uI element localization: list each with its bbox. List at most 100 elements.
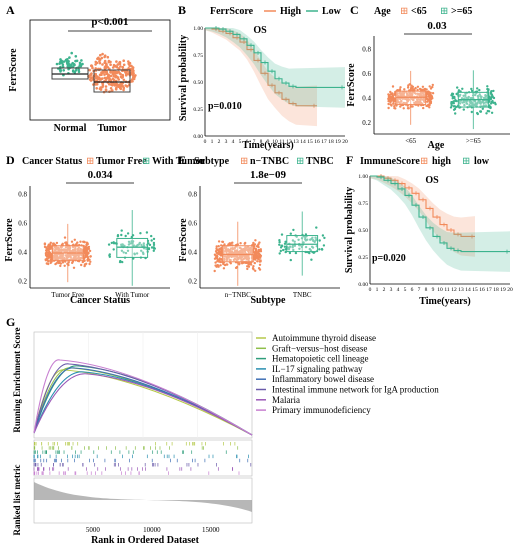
km-xtick: 6 xyxy=(411,287,414,293)
legend-d-1: Tumor Free xyxy=(96,156,147,167)
box-dot xyxy=(62,256,66,260)
box-dot xyxy=(399,105,402,108)
box-dot xyxy=(421,88,424,92)
ylabel-c: FerrScore xyxy=(346,63,357,107)
dot-a-1 xyxy=(98,58,102,61)
box-dot xyxy=(259,249,262,253)
dot-a-1 xyxy=(122,88,125,92)
dot-a-0 xyxy=(61,63,65,66)
dot-a-1 xyxy=(122,78,126,82)
box-dot xyxy=(60,256,64,260)
box-dot xyxy=(451,95,454,98)
pval-b: p=0.010 xyxy=(208,101,242,112)
km-xtick: 10 xyxy=(437,287,443,293)
legend-b-high: High xyxy=(280,6,302,17)
box-dot xyxy=(120,249,124,252)
box-dot xyxy=(451,92,455,96)
box-dot xyxy=(80,263,83,267)
box-dot xyxy=(56,257,60,260)
box-dot xyxy=(77,246,81,249)
dot-a-1 xyxy=(109,63,112,66)
subtitle-f: OS xyxy=(425,175,439,186)
box-dot xyxy=(120,229,123,232)
km-xtick: 18 xyxy=(328,139,334,145)
box-dot xyxy=(492,101,495,105)
box-dot xyxy=(392,102,395,105)
km-xtick: 8 xyxy=(425,287,428,293)
dot-a-1 xyxy=(128,61,132,65)
km-xtick: 12 xyxy=(451,287,457,293)
box-dot xyxy=(54,255,57,259)
box-dot xyxy=(251,243,255,246)
box-dot xyxy=(145,231,149,234)
dot-a-1 xyxy=(115,60,118,63)
dot-a-1 xyxy=(88,78,92,81)
box-dot xyxy=(150,246,154,249)
dot-a-1 xyxy=(88,68,91,72)
km-ytick: 0.50 xyxy=(193,80,203,86)
box-dot xyxy=(242,248,245,251)
dot-a-1 xyxy=(94,83,98,86)
dot-a-1 xyxy=(106,55,110,59)
box-dot xyxy=(49,243,52,246)
dot-a-1 xyxy=(91,66,94,70)
gsea-curve xyxy=(33,367,253,436)
dot-a-1 xyxy=(89,74,92,77)
box-dot xyxy=(217,245,220,248)
box-dot xyxy=(225,251,228,255)
legend-symbol-f2: ⊞ xyxy=(462,156,470,167)
box-dot xyxy=(126,232,130,235)
box-dot xyxy=(88,262,91,266)
km-xtick: 5 xyxy=(239,139,242,145)
dot-a-1 xyxy=(104,89,108,92)
box-dot xyxy=(402,94,405,97)
box-dot xyxy=(394,107,397,110)
box-dot xyxy=(289,258,292,262)
dot-a-0 xyxy=(79,64,83,68)
box-dot xyxy=(225,263,228,266)
box-dot xyxy=(83,248,87,252)
box-dot xyxy=(416,88,419,92)
box-dot xyxy=(56,260,59,263)
km-xtick: 9 xyxy=(432,287,435,293)
legend-title-f: ImmuneScore xyxy=(360,156,420,167)
dot-a-0 xyxy=(77,68,81,71)
dot-a-1 xyxy=(99,86,102,89)
box-dot xyxy=(253,253,257,256)
km-xtick: 4 xyxy=(232,139,235,145)
box-dot xyxy=(68,246,72,249)
box-dot xyxy=(450,101,454,105)
dot-a-1 xyxy=(94,67,97,70)
box-dot xyxy=(223,243,226,246)
box-dot xyxy=(152,241,156,245)
box-dot xyxy=(148,243,152,247)
box-dot xyxy=(470,104,473,108)
dot-a-1 xyxy=(127,60,130,63)
box-dot xyxy=(399,97,402,100)
box-dot xyxy=(124,234,127,238)
dot-a-1 xyxy=(106,76,110,80)
box-dot xyxy=(463,103,466,107)
box-dot xyxy=(246,267,249,271)
km-xtick: 2 xyxy=(218,139,221,145)
box-dot xyxy=(428,106,431,109)
km-plot-f: 0.000.250.500.751.000 1 2 3 4 5 6 7 8 9 10 11 12 13 14… xyxy=(358,174,513,293)
box-dot xyxy=(314,236,317,239)
box-dot xyxy=(259,256,262,259)
box-dot xyxy=(428,85,431,88)
km-curve xyxy=(370,175,475,238)
box-dot xyxy=(124,251,128,255)
box-dot xyxy=(59,255,63,258)
box-dot xyxy=(318,239,321,242)
box-dot xyxy=(239,256,242,260)
dot-a-0 xyxy=(59,60,62,64)
legend-symbol-c2: ⊞ xyxy=(440,6,448,17)
box-dot xyxy=(408,94,411,97)
km-xtick: 19 xyxy=(335,139,341,145)
km-xtick: 13 xyxy=(458,287,464,293)
box-dot xyxy=(122,251,125,254)
dot-a-0 xyxy=(62,69,65,72)
km-xtick: 3 xyxy=(390,287,393,293)
box-dot xyxy=(89,260,92,263)
